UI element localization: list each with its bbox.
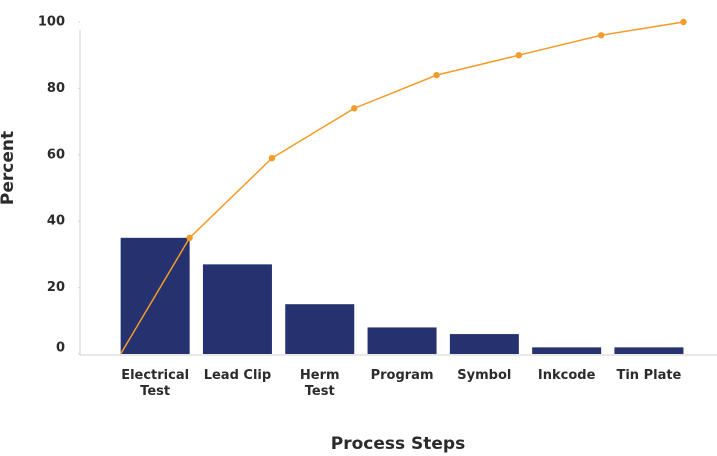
bar [202,264,272,354]
line-point [597,32,605,39]
y-tick-label: 20 [47,280,65,295]
y-tick-label: 100 [38,15,65,30]
line-point [515,52,523,59]
bar [449,334,519,354]
y-tick-label: 80 [47,81,65,96]
bar [532,347,602,354]
bar [285,304,355,354]
y-tick-label: 0 [56,341,65,356]
x-tick-label: Electrical Test [121,368,190,399]
bar [367,327,437,354]
bar [614,347,684,354]
cumulative-line [189,21,684,239]
x-tick-label: Inkcode [537,368,596,383]
y-tick-label: 40 [47,214,65,229]
x-tick-label: Symbol [457,368,512,383]
line-point [351,105,358,112]
line-point [268,154,276,162]
line-point [680,18,687,26]
line-point [186,234,193,241]
x-tick-label: Lead Clip [203,368,272,383]
line-origin-segment [120,237,191,355]
x-tick-label: Tin Plate [616,368,682,383]
x-axis-title: Process Steps [331,434,465,454]
line-point [433,71,440,79]
y-tick-label: 60 [47,147,65,162]
x-tick-label: Program [370,368,434,383]
x-tick-label: Herm Test [299,368,340,399]
y-axis-title: Percent [0,131,18,205]
